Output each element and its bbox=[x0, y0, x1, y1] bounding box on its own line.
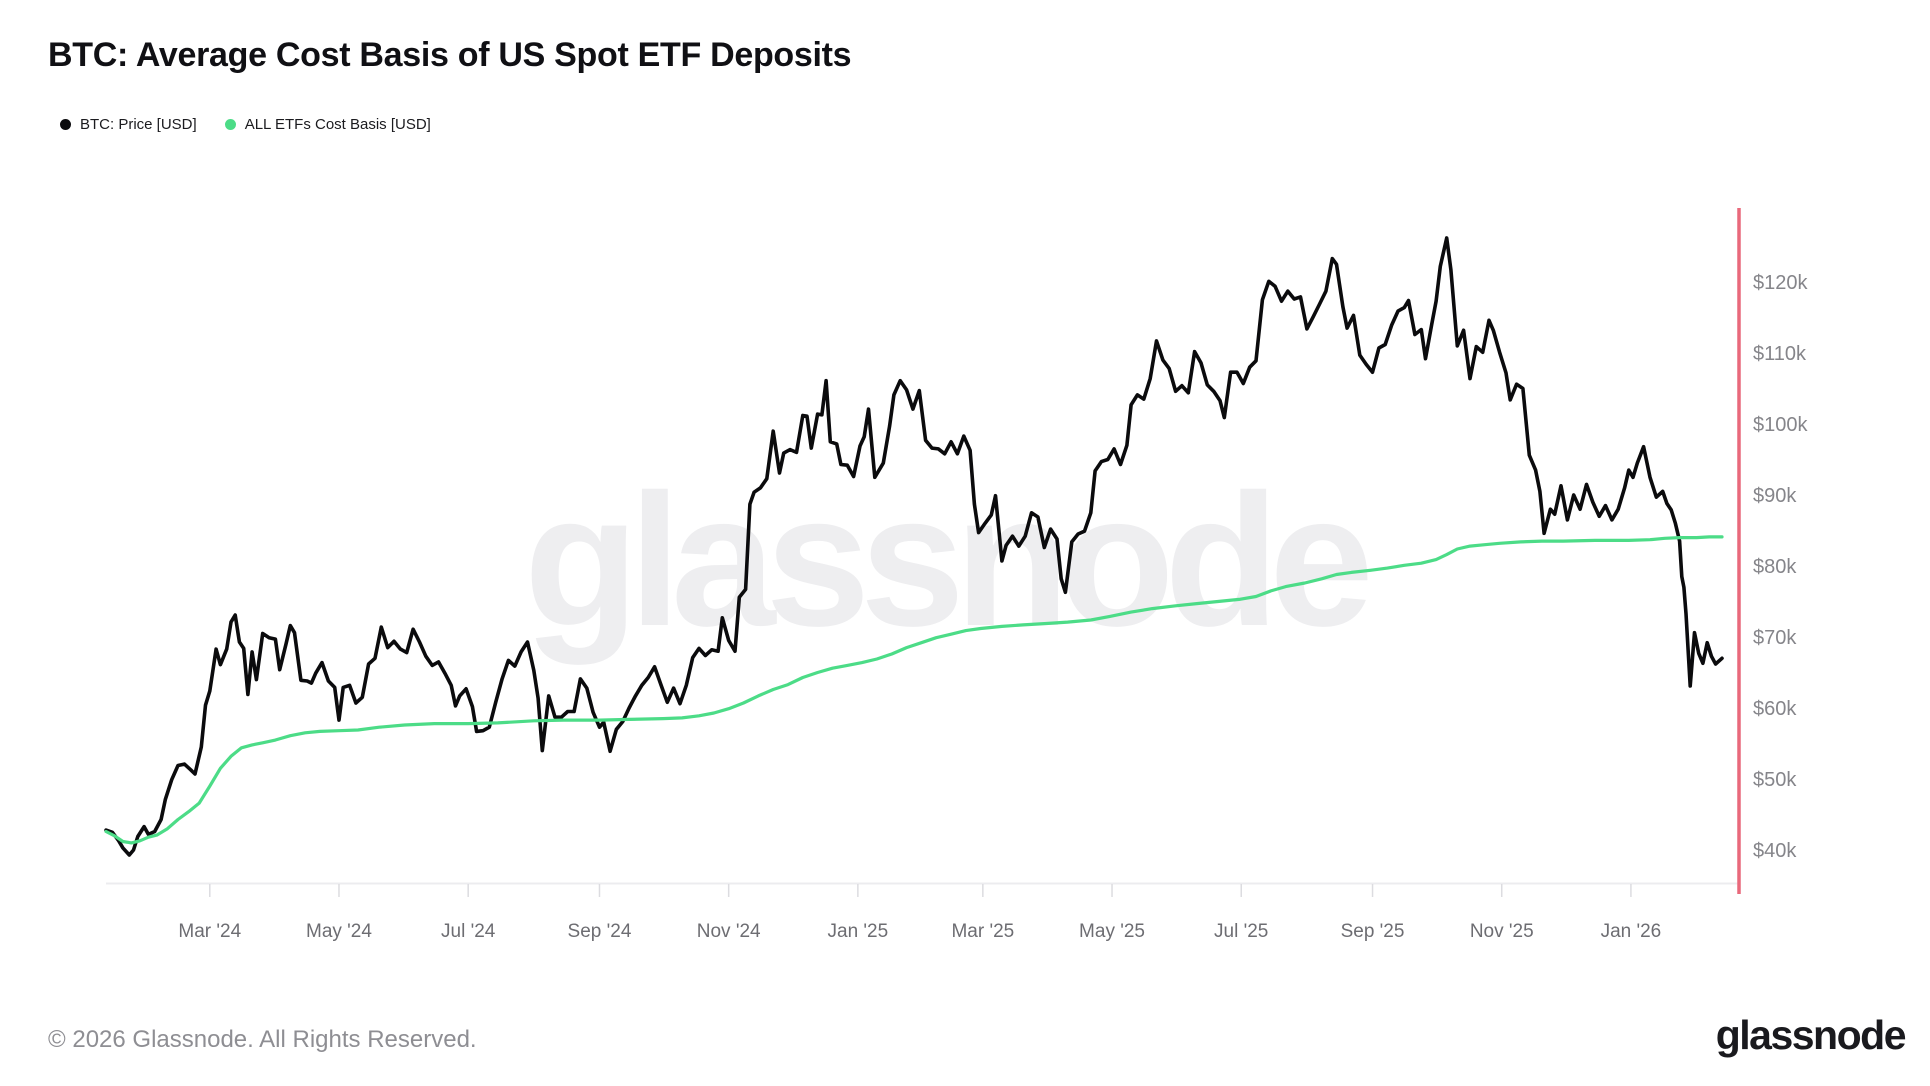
legend-item-cost-basis[interactable]: ALL ETFs Cost Basis [USD] bbox=[224, 116, 431, 133]
x-axis-label: Mar '24 bbox=[178, 921, 241, 942]
page-title: BTC: Average Cost Basis of US Spot ETF D… bbox=[48, 36, 852, 74]
x-axis-label: Jul '24 bbox=[441, 921, 496, 942]
x-axis-label: May '25 bbox=[1079, 921, 1145, 942]
legend-label-btc-price: BTC: Price [USD] bbox=[80, 116, 197, 133]
y-axis-label: $80k bbox=[1753, 556, 1797, 578]
y-axis-label: $110k bbox=[1753, 343, 1807, 365]
y-axis-label: $120k bbox=[1753, 272, 1808, 294]
glassnode-logo[interactable]: glassnode bbox=[1715, 1012, 1907, 1058]
legend-dot-icon bbox=[60, 119, 71, 130]
x-axis-label: Jan '25 bbox=[828, 921, 889, 942]
copyright-text: © 2026 Glassnode. All Rights Reserved. bbox=[48, 1026, 477, 1053]
x-axis-label: Mar '25 bbox=[951, 921, 1014, 942]
x-axis-label: Nov '24 bbox=[697, 921, 761, 942]
glassnode-watermark: glassnode bbox=[524, 455, 1374, 665]
btc-price-line bbox=[104, 236, 1724, 857]
legend: BTC: Price [USD] ALL ETFs Cost Basis [US… bbox=[60, 116, 431, 133]
legend-dot-icon bbox=[224, 119, 236, 130]
y-axis-label: $60k bbox=[1753, 698, 1797, 720]
legend-item-btc-price[interactable]: BTC: Price [USD] bbox=[60, 116, 197, 133]
y-axis-label: $90k bbox=[1753, 485, 1797, 507]
cost-basis-line bbox=[104, 535, 1724, 845]
x-axis-label: Sep '25 bbox=[1341, 921, 1405, 942]
x-axis-label: Sep '24 bbox=[568, 921, 632, 942]
x-axis-label: Jul '25 bbox=[1214, 921, 1268, 942]
y-axis-label: $50k bbox=[1753, 769, 1797, 791]
y-axis-label: $70k bbox=[1753, 627, 1797, 649]
y-axis-label: $40k bbox=[1753, 840, 1797, 862]
y-axis-label: $100k bbox=[1753, 414, 1808, 436]
legend-label-cost-basis: ALL ETFs Cost Basis [USD] bbox=[244, 116, 431, 133]
x-axis-label: Nov '25 bbox=[1470, 921, 1534, 942]
x-axis-label: Jan '26 bbox=[1601, 921, 1662, 942]
x-axis-label: May '24 bbox=[306, 921, 372, 942]
